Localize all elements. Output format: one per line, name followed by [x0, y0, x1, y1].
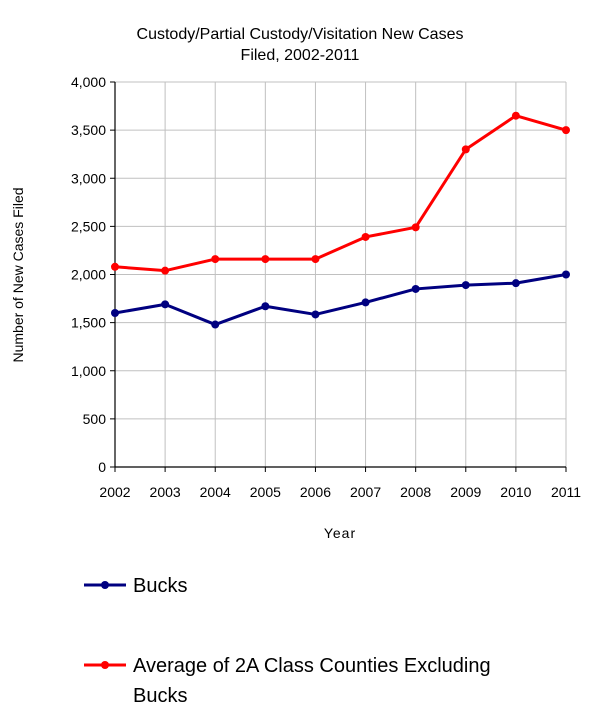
data-point [511, 279, 520, 288]
x-tick-label: 2011 [551, 484, 581, 500]
legend-label: Average of 2A Class Counties Excluding [133, 655, 491, 677]
series-line [114, 273, 567, 327]
data-point [161, 300, 170, 309]
data-point [411, 284, 420, 293]
data-point [111, 262, 119, 271]
legend-label: Bucks [133, 685, 187, 707]
data-point [461, 145, 470, 154]
y-tick-label: 2,000 [71, 267, 106, 283]
x-tick-label: 2009 [450, 484, 481, 500]
legend-entry-average-2a-class-counties: Average of 2A Class Counties Excluding Bu… [84, 655, 491, 707]
x-axis-label: Year [324, 525, 356, 541]
data-point [361, 232, 370, 241]
x-tick-label: 2007 [350, 484, 381, 500]
series [111, 111, 570, 329]
data-point [562, 270, 570, 279]
data-point [261, 302, 270, 311]
x-tick-label: 2008 [400, 484, 431, 500]
legend-entry-bucks: Bucks [84, 575, 187, 597]
data-point [211, 320, 220, 329]
data-point [111, 309, 119, 317]
y-tick-label: 2,500 [71, 218, 106, 234]
y-tick-label: 3,500 [71, 122, 106, 138]
axes [110, 81, 567, 472]
y-axis-label: Number of New Cases Filed [10, 187, 26, 362]
x-tick-label: 2002 [99, 484, 130, 500]
legend-label: Bucks [133, 575, 187, 597]
data-point [161, 266, 170, 275]
data-point [311, 255, 320, 264]
data-point [361, 298, 370, 307]
x-tick-label: 2004 [200, 484, 231, 500]
data-point [261, 255, 270, 264]
data-point [211, 255, 220, 264]
legend-swatch-marker [101, 661, 109, 669]
y-tick-label: 4,000 [71, 74, 106, 90]
legend-swatch-marker [101, 581, 109, 589]
x-tick-label: 2005 [250, 484, 281, 500]
data-point [562, 126, 570, 135]
data-point [461, 281, 470, 290]
y-tick-label: 1,500 [71, 315, 106, 331]
series-bucks [111, 270, 570, 329]
y-tick-label: 500 [83, 411, 107, 427]
data-point [411, 223, 420, 232]
chart-title-line-2: Filed, 2002-2011 [241, 47, 360, 64]
data-point [511, 111, 520, 120]
series-average-2a-class-counties [111, 111, 570, 275]
data-point [311, 310, 320, 319]
x-tick-label: 2006 [300, 484, 331, 500]
series-line [114, 114, 567, 273]
y-tick-label: 3,000 [71, 170, 106, 186]
y-tick-labels: 0 500 1,000 1,500 2,000 2,500 3,000 3,500 4,000 [71, 74, 106, 475]
y-tick-label: 1,000 [71, 363, 106, 379]
chart-title-line-1: Custody/Partial Custody/Visitation New C… [137, 26, 464, 43]
x-tick-labels: 2002 2003 2004 2005 2006 2007 2008 2009 2010 2011 [99, 484, 581, 500]
grid [115, 81, 567, 467]
x-tick-label: 2010 [500, 484, 531, 500]
y-tick-label: 0 [98, 459, 106, 475]
x-tick-label: 2003 [150, 484, 181, 500]
